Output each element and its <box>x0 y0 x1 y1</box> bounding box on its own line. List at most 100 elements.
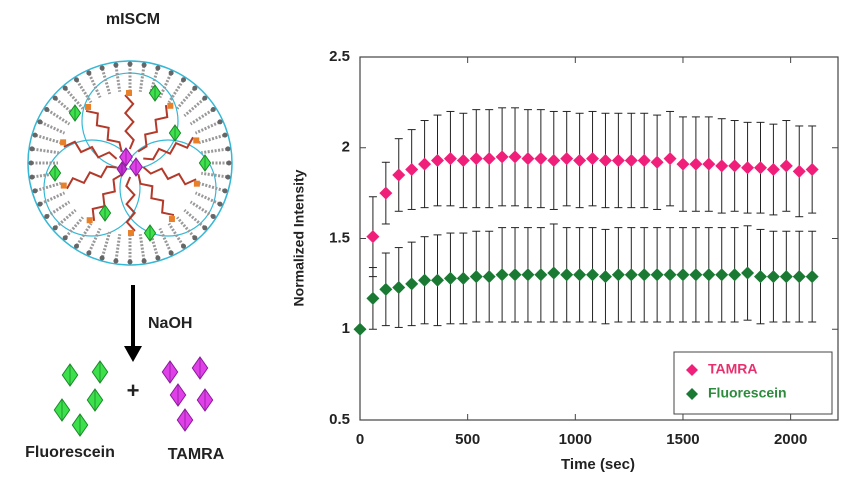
lipid-chain <box>40 191 66 206</box>
linker-chain <box>85 109 123 153</box>
lipid-chain <box>138 234 146 261</box>
data-point <box>456 153 470 167</box>
data-point <box>663 152 677 166</box>
data-point <box>560 152 574 166</box>
lipid-chain <box>75 222 93 247</box>
linker-end <box>86 217 93 224</box>
data-point <box>366 291 380 305</box>
linker-end <box>127 229 134 236</box>
lipid-chain <box>100 68 112 95</box>
lipid-chain <box>198 133 225 145</box>
lipid-head <box>225 174 231 180</box>
lipid-head <box>32 132 38 138</box>
data-point <box>392 281 406 295</box>
lipid-chain <box>46 108 71 126</box>
linker-chain <box>125 176 137 232</box>
linker-chain <box>142 166 197 186</box>
lipid-chain <box>189 200 214 218</box>
lipid-head <box>192 85 198 91</box>
lipid-head <box>222 132 228 138</box>
data-point <box>547 153 561 167</box>
lipid-chain <box>158 227 173 253</box>
data-point <box>624 153 638 167</box>
data-point <box>431 153 445 167</box>
data-point <box>792 270 806 284</box>
arrow-head <box>124 346 142 362</box>
product-label: TAMRA <box>168 446 225 463</box>
data-point <box>766 270 780 284</box>
lipid-head <box>86 250 92 256</box>
micelle-diagram: mISCM NaOH + Fluorescein TAMRA <box>25 11 233 463</box>
lipid-head <box>73 77 79 83</box>
data-point <box>689 268 703 282</box>
data-point <box>598 270 612 284</box>
data-point <box>573 268 587 282</box>
lipid-chain <box>100 231 112 258</box>
diagram-title: mISCM <box>106 11 160 28</box>
lipid-chain <box>194 191 220 206</box>
lipid-head <box>44 214 50 220</box>
lipid-head <box>210 214 216 220</box>
lipid-chain <box>114 65 122 92</box>
legend-box <box>673 351 833 415</box>
lipid-head <box>168 250 174 256</box>
data-point <box>676 157 690 171</box>
lipid-head <box>37 201 43 207</box>
plus-sign: + <box>127 378 140 403</box>
lipid-head <box>113 62 119 68</box>
data-point <box>392 168 406 182</box>
x-tick-label: 2000 <box>774 431 807 448</box>
data-point <box>379 282 393 296</box>
lipid-chain <box>64 216 84 239</box>
data-point <box>741 161 755 175</box>
lipid-head <box>86 70 92 76</box>
data-point <box>753 270 767 284</box>
lipid-head <box>29 146 35 152</box>
data-point <box>805 270 819 284</box>
data-point <box>534 152 548 166</box>
lipid-head <box>99 65 105 71</box>
lipid-chain <box>114 234 122 261</box>
lipid-head <box>73 243 79 249</box>
linker-end <box>85 103 92 110</box>
lipid-head <box>141 258 147 264</box>
micelle-core <box>119 139 217 237</box>
data-point <box>689 157 703 171</box>
linker-chain <box>137 173 175 217</box>
data-point <box>469 152 483 166</box>
lipid-chain <box>167 222 185 247</box>
linker-chain <box>63 140 118 160</box>
linker-end <box>193 180 200 187</box>
data-point <box>456 271 470 285</box>
data-point <box>728 268 742 282</box>
lipid-head <box>155 255 161 261</box>
x-tick-label: 1500 <box>666 431 699 448</box>
lipid-chain <box>201 147 228 155</box>
data-point <box>547 266 561 280</box>
data-point <box>637 153 651 167</box>
lipid-chain <box>183 97 206 117</box>
lipid-head <box>62 85 68 91</box>
data-point <box>715 268 729 282</box>
data-point <box>611 268 625 282</box>
lipid-chain <box>35 133 62 145</box>
data-point <box>482 270 496 284</box>
x-tick-label: 1000 <box>559 431 592 448</box>
data-point <box>366 230 380 244</box>
lipid-chain <box>158 73 173 99</box>
lipid-head <box>141 62 147 68</box>
product-label: Fluorescein <box>25 444 115 461</box>
data-point <box>611 153 625 167</box>
lipid-head <box>52 225 58 231</box>
legend-marker <box>686 364 698 376</box>
lipid-chain <box>194 120 220 135</box>
lipid-head <box>202 225 208 231</box>
data-point <box>469 270 483 284</box>
lipid-chain <box>167 79 185 104</box>
lipid-head <box>210 106 216 112</box>
x-tick-label: 0 <box>356 431 364 448</box>
x-axis-label: Time (sec) <box>561 456 635 473</box>
data-point <box>702 157 716 171</box>
data-point <box>702 268 716 282</box>
data-point <box>663 268 677 282</box>
